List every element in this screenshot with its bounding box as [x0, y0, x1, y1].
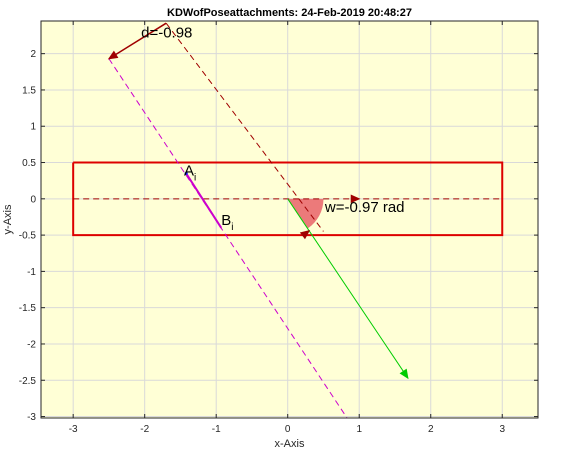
series-line-0 [72, 161, 504, 237]
angle-wedge [287, 198, 324, 229]
arrow-head-arc [299, 229, 311, 240]
y-tick-label: -3 [27, 412, 36, 423]
series-line-2 [165, 22, 324, 232]
arrow-head-xaxis [350, 194, 361, 204]
y-tick-label: -2 [27, 339, 36, 350]
plot-lines [72, 22, 504, 419]
x-tick-label: 3 [499, 424, 505, 435]
series-line-4 [108, 58, 348, 419]
y-axis-label: y-Axis [2, 204, 14, 234]
y-tick-label: 0 [30, 194, 36, 205]
series-line-6 [287, 198, 409, 379]
arrow-head-green [399, 368, 409, 380]
x-tick-label: -1 [212, 424, 221, 435]
y-tick-label: 2 [30, 49, 36, 60]
x-tick-label: 2 [428, 424, 434, 435]
x-tick-label: 0 [285, 424, 291, 435]
annotations: d=-0.98 w=-0.97 rad Ai Bi [141, 25, 404, 233]
arrow-head-red [107, 50, 119, 60]
annotation-3: Bi [221, 212, 233, 233]
y-tick-label: 1.5 [22, 85, 36, 96]
x-tick-label: -3 [69, 424, 78, 435]
series-line-5 [185, 172, 223, 229]
x-tick-label: 1 [356, 424, 362, 435]
axes-background [41, 21, 538, 418]
y-tick-label: 0.5 [22, 158, 36, 169]
y-tick-label: 1 [30, 122, 36, 133]
point-a-marker [184, 171, 188, 176]
y-tick-label: -1 [27, 267, 36, 278]
y-tick-label: -0.5 [19, 231, 37, 242]
annotation-1: w=-0.97 rad [324, 199, 405, 216]
series-line-3 [108, 22, 167, 60]
y-tick-label: -2.5 [19, 376, 37, 387]
ticks: -3 -2 -1 0 1 2 3 -3 -2.5 -2 -1.5 -1 -0.5 0 0.5 1 1.5 2 [19, 21, 538, 435]
axes-box [40, 20, 539, 419]
annotation-2: Ai [184, 163, 196, 184]
annotation-0: d=-0.98 [141, 25, 192, 42]
chart-title: KDWofPoseattachments: 24-Feb-2019 20:48:… [167, 7, 412, 19]
y-tick-label: -1.5 [19, 303, 37, 314]
x-axis-label: x-Axis [275, 438, 305, 450]
x-tick-label: -2 [140, 424, 149, 435]
